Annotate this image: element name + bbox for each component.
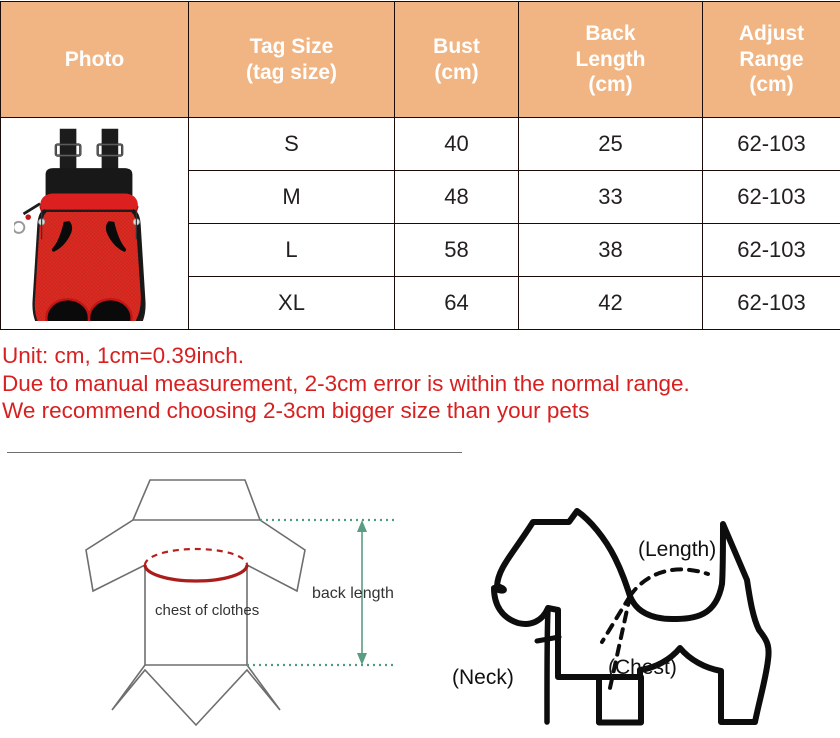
svg-text:(Chest): (Chest) [608,656,677,679]
svg-text:chest of clothes: chest of clothes [155,602,259,619]
svg-text:back length: back length [312,585,394,602]
svg-text:(Neck): (Neck) [452,666,514,689]
svg-text:(Length): (Length) [638,538,716,561]
